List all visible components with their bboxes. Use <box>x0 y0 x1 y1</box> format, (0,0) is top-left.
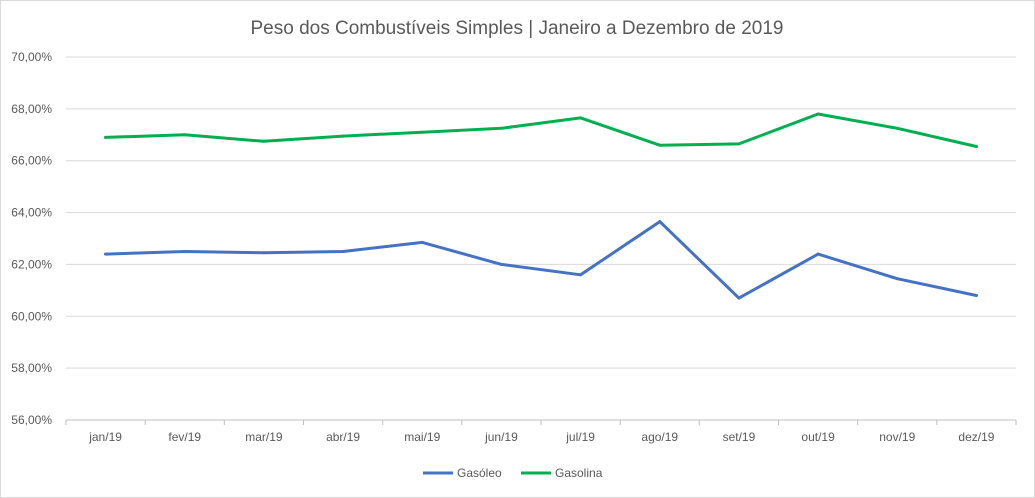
x-tick-label: dez/19 <box>958 430 994 444</box>
x-tick-label: ago/19 <box>641 430 678 444</box>
x-tick-label: out/19 <box>801 430 835 444</box>
chart-title: Peso dos Combustíveis Simples | Janeiro … <box>251 18 784 39</box>
y-tick-label: 66,00% <box>11 154 52 168</box>
data-point <box>895 126 899 130</box>
data-point <box>499 126 503 130</box>
data-point <box>737 142 741 146</box>
data-point <box>737 296 741 300</box>
data-point <box>183 133 187 137</box>
legend: Gasóleo Gasolina <box>423 466 603 480</box>
data-point <box>579 273 583 277</box>
data-point <box>104 252 108 256</box>
data-point <box>420 240 424 244</box>
x-tick-label: mai/19 <box>404 430 440 444</box>
data-point <box>341 249 345 253</box>
gridlines <box>65 56 1017 425</box>
data-point <box>341 134 345 138</box>
y-tick-label: 68,00% <box>11 102 52 116</box>
y-axis-tick-labels: 56,00% 58,00% 60,00% 62,00% 64,00% 66,00% 68,0… <box>11 50 52 427</box>
y-tick-label: 56,00% <box>11 413 52 427</box>
data-point <box>816 112 820 116</box>
y-tick-label: 70,00% <box>11 50 52 64</box>
legend-label: Gasóleo <box>457 466 502 480</box>
x-tick-label: abr/19 <box>326 430 360 444</box>
data-point <box>658 220 662 224</box>
x-tick-label: fev/19 <box>168 430 201 444</box>
data-point <box>262 251 266 255</box>
x-tick-label: mar/19 <box>245 430 283 444</box>
data-point <box>104 135 108 139</box>
data-point <box>658 143 662 147</box>
legend-label: Gasolina <box>555 466 603 480</box>
x-tick-label: set/19 <box>723 430 756 444</box>
y-tick-label: 60,00% <box>11 309 52 323</box>
series-line-gasóleo <box>104 220 978 300</box>
data-point <box>816 252 820 256</box>
series-line-gasolina <box>104 112 978 148</box>
data-point <box>183 249 187 253</box>
y-tick-label: 58,00% <box>11 361 52 375</box>
x-tick-label: jun/19 <box>484 430 518 444</box>
series-lines <box>104 112 978 300</box>
data-point <box>974 294 978 298</box>
x-tick-label: jan/19 <box>88 430 122 444</box>
y-tick-label: 62,00% <box>11 257 52 271</box>
x-tick-label: jul/19 <box>565 430 595 444</box>
data-point <box>895 277 899 281</box>
data-point <box>974 144 978 148</box>
data-point <box>262 139 266 143</box>
data-point <box>579 116 583 120</box>
data-point <box>420 130 424 134</box>
data-point <box>499 262 503 266</box>
x-axis-tick-labels: jan/19 fev/19 mar/19 abr/19 mai/19 jun/19 jul/… <box>88 430 995 444</box>
y-tick-label: 64,00% <box>11 206 52 220</box>
x-tick-label: nov/19 <box>879 430 915 444</box>
